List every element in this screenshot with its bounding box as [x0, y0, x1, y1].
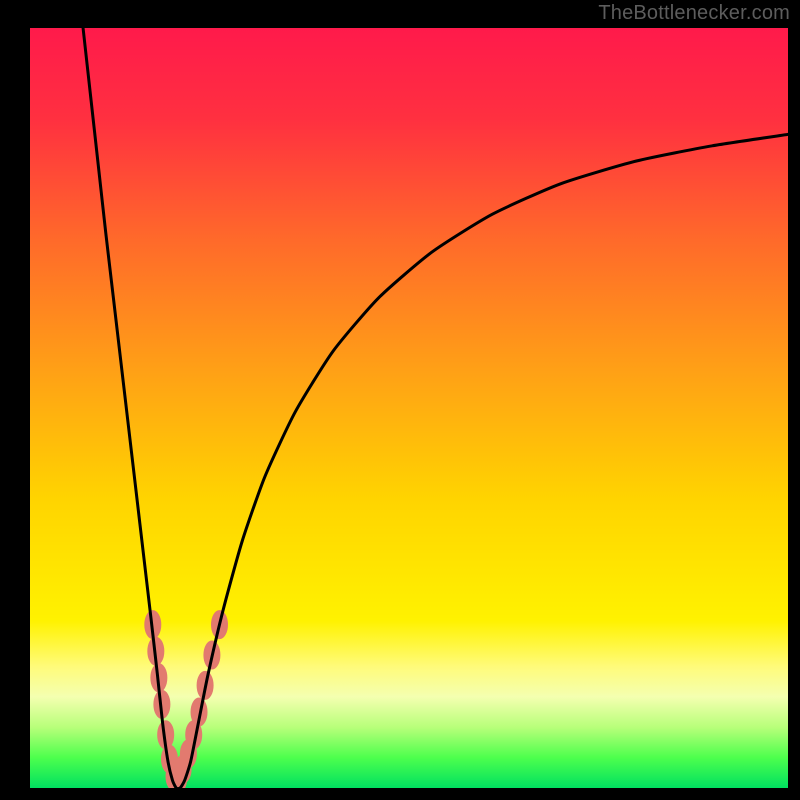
- bottleneck-curve: [83, 28, 788, 788]
- watermark-text: TheBottlenecker.com: [598, 2, 790, 25]
- plot-area: [30, 28, 788, 788]
- chart-frame: TheBottlenecker.com: [0, 0, 800, 800]
- curve-layer: [30, 28, 788, 788]
